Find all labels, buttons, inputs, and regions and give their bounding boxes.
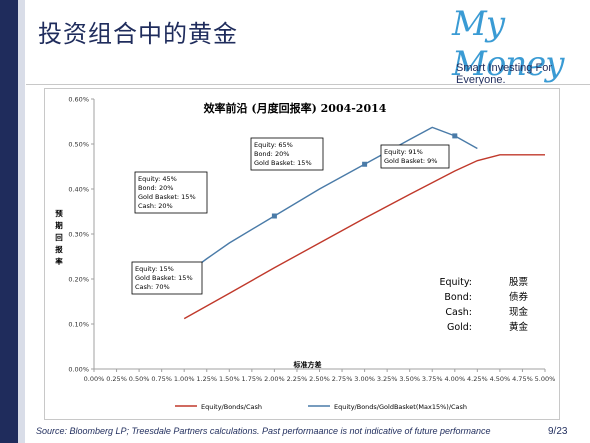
y-axis-label-char: 期	[55, 220, 63, 230]
x-tick-label: 2.50%	[309, 375, 330, 383]
side-bar	[0, 0, 18, 443]
annotation-text: Equity: 91%	[384, 148, 423, 156]
source-note: Source: Bloomberg LP; Treesdale Partners…	[36, 426, 491, 436]
glossary-term: Gold:	[447, 322, 472, 333]
logo: My Money	[452, 4, 565, 84]
series-2-marker	[452, 133, 458, 139]
x-tick-label: 2.75%	[332, 375, 353, 383]
glossary-translation: 现金	[509, 306, 529, 318]
chart-frame: 0.00% 0.10% 0.20% 0.30% 0.40% 0.50% 0.60% 0.00%…	[44, 88, 560, 420]
annotation-text: Bond: 20%	[254, 150, 289, 158]
x-tick-label: 2.25%	[287, 375, 308, 383]
x-tick-label: 1.50%	[219, 375, 240, 383]
x-tick-label: 0.25%	[106, 375, 127, 383]
y-tick-label: 0.30%	[68, 231, 89, 239]
x-tick-label: 4.75%	[512, 375, 533, 383]
efficient-frontier-chart: 0.00% 0.10% 0.20% 0.30% 0.40% 0.50% 0.60% 0.00%…	[55, 96, 556, 412]
x-tick-label: 2.00%	[264, 375, 285, 383]
annotation-text: Gold Basket: 15%	[138, 193, 196, 201]
x-tick-label: 0.75%	[151, 375, 172, 383]
annotation-text: Gold Basket: 15%	[135, 274, 193, 282]
x-axis-label: 标准方差	[293, 360, 322, 369]
x-tick-label: 1.00%	[174, 375, 195, 383]
series-2-marker	[362, 161, 368, 167]
chart-title: 效率前沿 (月度回报率) 2004-2014	[204, 101, 387, 115]
annotation-box	[134, 171, 208, 214]
x-tick-label: 3.25%	[377, 375, 398, 383]
annotation-text: Cash: 70%	[135, 283, 170, 291]
series-line-1	[183, 154, 545, 320]
annotation-text: Equity: 15%	[135, 265, 174, 273]
x-tick-label: 1.75%	[242, 375, 263, 383]
y-axis-label-char: 报	[55, 244, 63, 254]
y-tick-label: 0.10%	[68, 321, 89, 329]
title-divider	[26, 84, 590, 85]
glossary-term: Bond:	[444, 292, 472, 303]
x-tick-label: 0.50%	[129, 375, 150, 383]
x-tick-label: 4.50%	[490, 375, 511, 383]
annotation-text: Equity: 65%	[254, 141, 293, 149]
annotation-box	[131, 261, 203, 295]
annotation-text: Gold Basket: 9%	[384, 157, 438, 165]
slide-title: 投资组合中的黄金	[38, 20, 238, 48]
tagline: Smart Investing For Everyone.	[456, 62, 552, 86]
x-tick-label: 3.50%	[399, 375, 420, 383]
page-number: 9/23	[548, 426, 568, 437]
y-axis-label-char: 预	[55, 208, 63, 218]
x-tick-label: 4.00%	[444, 375, 465, 383]
y-axis-label-char: 回	[55, 233, 63, 242]
annotation-box	[250, 137, 324, 171]
y-axis-label-char: 率	[55, 256, 63, 266]
annotation-text: Cash: 20%	[138, 202, 173, 210]
series-2-marker	[271, 213, 277, 219]
x-tick-label: 0.00%	[84, 375, 105, 383]
annotation-text: Bond: 20%	[138, 184, 173, 192]
legend-label: Equity/Bonds/Cash	[201, 403, 262, 411]
y-tick-label: 0.20%	[68, 276, 89, 284]
x-tick-label: 3.75%	[422, 375, 443, 383]
y-tick-label: 0.40%	[68, 186, 89, 194]
series-line-2	[183, 126, 478, 276]
x-tick-label: 4.25%	[467, 375, 488, 383]
glossary-translation: 债券	[509, 291, 529, 303]
y-tick-label: 0.50%	[68, 141, 89, 149]
y-tick-label: 0.60%	[68, 96, 89, 104]
glossary-term: Cash:	[445, 307, 472, 318]
x-tick-label: 5.00%	[535, 375, 556, 383]
legend-label: Equity/Bonds/GoldBasket(Max15%)/Cash	[334, 403, 467, 411]
glossary-translation: 黄金	[509, 321, 529, 333]
annotation-text: Equity: 45%	[138, 175, 177, 183]
annotation-box	[380, 144, 450, 169]
glossary-translation: 股票	[509, 277, 529, 288]
x-tick-label: 3.00%	[354, 375, 375, 383]
side-bar-accent	[18, 0, 25, 443]
y-tick-label: 0.00%	[68, 366, 89, 374]
glossary-term: Equity:	[439, 277, 472, 288]
x-tick-label: 1.25%	[196, 375, 217, 383]
annotation-text: Gold Basket: 15%	[254, 159, 312, 167]
